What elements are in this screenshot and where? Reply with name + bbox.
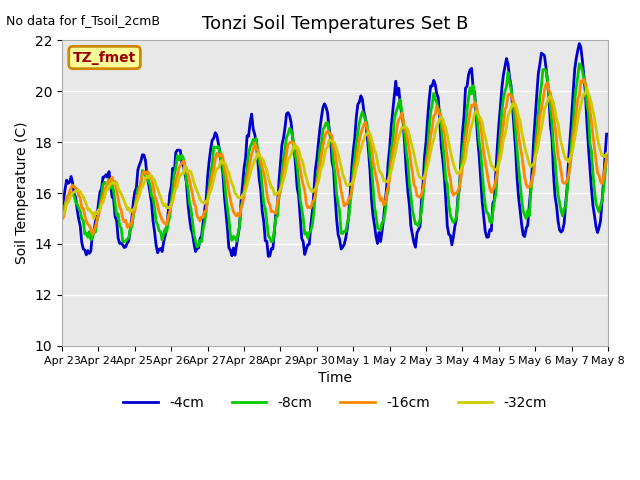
- -32cm: [250, 161, 257, 167]
- -8cm: [574, 73, 582, 79]
- -16cm: [603, 155, 611, 161]
- -32cm: [222, 162, 230, 168]
- Text: TZ_fmet: TZ_fmet: [73, 50, 136, 64]
- Line: -4cm: -4cm: [62, 44, 607, 256]
- Y-axis label: Soil Temperature (C): Soil Temperature (C): [15, 122, 29, 264]
- Title: Tonzi Soil Temperatures Set B: Tonzi Soil Temperatures Set B: [202, 15, 468, 33]
- -4cm: [248, 111, 255, 117]
- -4cm: [264, 253, 272, 259]
- -32cm: [603, 151, 611, 156]
- -8cm: [58, 214, 66, 220]
- -32cm: [90, 216, 98, 221]
- -16cm: [298, 176, 305, 181]
- -4cm: [239, 182, 246, 188]
- -4cm: [575, 41, 583, 47]
- -8cm: [575, 61, 583, 67]
- -4cm: [298, 235, 305, 241]
- -16cm: [222, 171, 230, 177]
- Line: -16cm: -16cm: [62, 80, 607, 234]
- -8cm: [250, 137, 257, 143]
- -16cm: [127, 224, 134, 229]
- -32cm: [240, 191, 248, 196]
- Text: No data for f_Tsoil_2cmB: No data for f_Tsoil_2cmB: [6, 14, 161, 27]
- -32cm: [127, 209, 134, 215]
- -8cm: [222, 192, 230, 198]
- -8cm: [240, 188, 248, 194]
- -16cm: [58, 216, 66, 222]
- -8cm: [603, 152, 611, 157]
- X-axis label: Time: Time: [318, 371, 352, 385]
- -16cm: [580, 77, 588, 83]
- -4cm: [58, 203, 66, 209]
- -4cm: [574, 48, 582, 53]
- Line: -32cm: -32cm: [62, 88, 607, 218]
- -4cm: [221, 192, 228, 198]
- -4cm: [125, 238, 132, 244]
- -8cm: [193, 244, 201, 250]
- -8cm: [298, 206, 305, 212]
- -8cm: [125, 235, 132, 240]
- -32cm: [583, 85, 591, 91]
- Line: -8cm: -8cm: [62, 64, 607, 247]
- -4cm: [603, 131, 611, 137]
- -16cm: [574, 96, 582, 101]
- Legend: -4cm, -8cm, -16cm, -32cm: -4cm, -8cm, -16cm, -32cm: [118, 390, 552, 416]
- -16cm: [88, 231, 96, 237]
- -32cm: [58, 213, 66, 219]
- -16cm: [250, 147, 257, 153]
- -32cm: [574, 118, 582, 123]
- -16cm: [240, 193, 248, 199]
- -32cm: [298, 157, 305, 163]
